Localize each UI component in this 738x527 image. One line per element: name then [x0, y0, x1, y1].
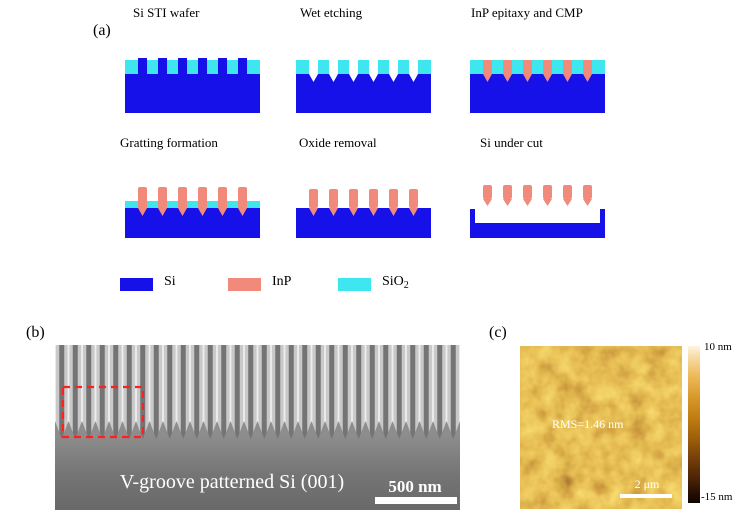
- step-title-inp-epitaxy-cmp: InP epitaxy and CMP: [471, 5, 583, 20]
- legend-label-sio2: SiO2: [382, 274, 409, 292]
- legend-item-inp: InP: [228, 274, 292, 291]
- colorbar-min-label: -15 nm: [701, 491, 733, 503]
- schematic-inp-epitaxy-cmp: [470, 60, 605, 113]
- legend-item-sio2: SiO2: [338, 274, 409, 292]
- colorbar-max-label: 10 nm: [704, 341, 732, 353]
- legend-swatch-si: [120, 277, 153, 291]
- step-title-si-sti-wafer: Si STI wafer: [133, 5, 200, 20]
- si-right-wall: [600, 209, 605, 238]
- roi-dashed-box: [61, 385, 145, 439]
- si-substrate: [125, 74, 260, 113]
- legend-label-inp: InP: [272, 274, 292, 289]
- afm-colorbar: [688, 346, 700, 503]
- si-substrate: [470, 74, 605, 113]
- afm-surface-texture: [520, 346, 682, 509]
- etched-v-grooves: [309, 60, 418, 82]
- step-title-oxide-removal: Oxide removal: [299, 135, 377, 150]
- schematic-si-undercut: [470, 185, 605, 238]
- inp-fins: [309, 189, 418, 216]
- sem-grating-region: [55, 345, 460, 439]
- schematic-oxide-removal: [296, 189, 431, 238]
- legend-swatch-sio2: [338, 277, 371, 291]
- schematic-si-sti-wafer: [125, 58, 260, 113]
- rms-annotation: RMS=1.46 nm: [552, 417, 624, 431]
- si-substrate: [296, 74, 431, 113]
- si-substrate: [296, 208, 431, 238]
- inp-fins: [138, 187, 247, 216]
- schematic-grating-formation: [125, 187, 260, 238]
- panel-a-label: (a): [93, 22, 111, 39]
- afm-image: RMS=1.46 nm 2 μm: [520, 346, 682, 509]
- si-substrate: [125, 208, 260, 238]
- schematic-wet-etching: [296, 60, 431, 113]
- sem-scale-text: 500 nm: [388, 477, 441, 496]
- sem-image: V-groove patterned Si (001) 500 nm: [55, 345, 460, 510]
- sem-scale-bar: [375, 497, 457, 504]
- step-title-wet-etching: Wet etching: [300, 5, 363, 20]
- sio2-layer-thinned: [125, 201, 260, 208]
- inp-filled-grooves: [483, 60, 592, 82]
- suspended-inp-fins: [483, 185, 592, 206]
- legend-label-si: Si: [164, 274, 176, 289]
- afm-scale-text: 2 μm: [635, 477, 660, 491]
- afm-scale-bar: [620, 494, 672, 498]
- legend-item-si: Si: [120, 274, 176, 291]
- step-title-si-under-cut: Si under cut: [480, 135, 543, 150]
- legend-swatch-inp: [228, 277, 261, 291]
- si-slab: [470, 223, 605, 238]
- step-title-grating-formation: Gratting formation: [120, 135, 218, 150]
- panel-c-label: (c): [489, 324, 507, 341]
- panel-b-label: (b): [26, 324, 45, 341]
- si-pillars: [138, 58, 247, 74]
- sem-caption: V-groove patterned Si (001): [120, 471, 344, 493]
- si-left-wall: [470, 209, 475, 238]
